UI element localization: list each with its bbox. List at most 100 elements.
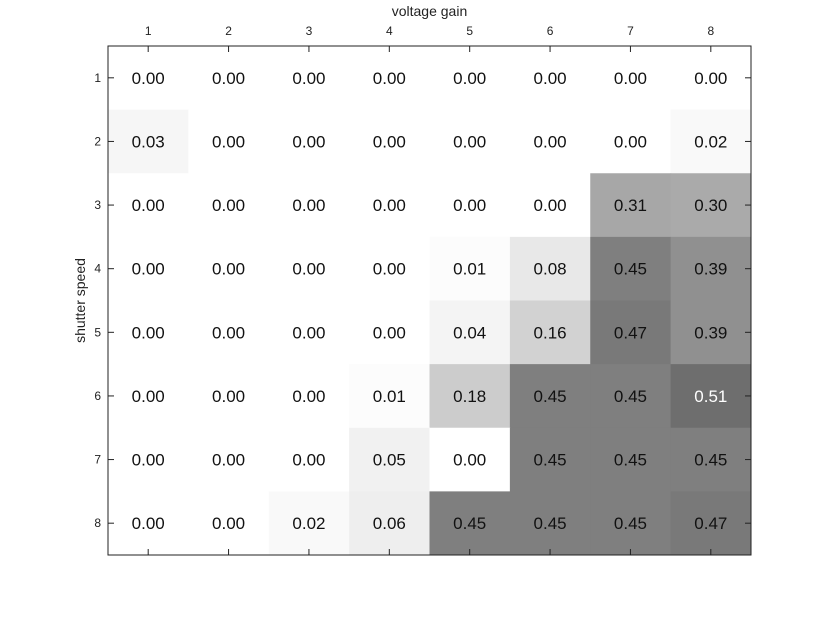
heatmap-cell-r3-c5 [429,173,511,238]
heatmap-cell-r8-c6 [509,491,591,556]
cell-value-r4-c8: 0.39 [694,260,727,279]
heatmap-cell-r1-c2 [188,46,270,111]
cell-value-r3-c6: 0.00 [534,196,567,215]
cell-value-r5-c6: 0.16 [534,323,567,342]
cell-value-r4-c5: 0.01 [453,260,486,279]
heatmap-cell-r5-c3 [268,300,350,365]
heatmap-cell-r1-c7 [590,46,672,111]
heatmap-cell-r5-c8 [670,300,752,365]
cell-value-r2-c2: 0.00 [212,132,245,151]
x-tick-label-1: 1 [145,24,152,38]
heatmap-cell-r6-c2 [188,364,270,429]
heatmap-cell-r1-c8 [670,46,752,111]
heatmap-cell-r6-c8 [670,364,752,429]
cell-value-r3-c3: 0.00 [292,196,325,215]
y-tick-label-5: 5 [94,325,101,339]
heatmap-cell-r4-c1 [108,236,189,301]
cell-value-r7-c6: 0.45 [534,451,567,470]
x-tick-label-6: 6 [547,24,554,38]
cell-value-r8-c1: 0.00 [132,514,165,533]
heatmap-cell-r5-c1 [108,300,189,365]
cell-value-r3-c7: 0.31 [614,196,647,215]
cell-value-r6-c4: 0.01 [373,387,406,406]
heatmap-cell-r3-c2 [188,173,270,238]
heatmap-cell-r4-c6 [509,236,591,301]
heatmap-cell-labels: 0.00 0.00 0.00 0.00 0.00 0.00 0.00 0.00 0.03 0.00… [132,69,728,533]
heatmap-cell-r2-c7 [590,109,672,174]
heatmap-cell-r5-c4 [349,300,430,365]
heatmap-cell-r6-c1 [108,364,189,429]
cell-value-r7-c8: 0.45 [694,451,727,470]
x-axis-tick-labels: 1 2 3 4 5 6 7 8 [145,24,715,38]
cell-value-r1-c5: 0.00 [453,69,486,88]
cell-value-r5-c4: 0.00 [373,323,406,342]
heatmap-cell-r1-c5 [429,46,511,111]
heatmap-cell-r2-c5 [429,109,511,174]
cell-value-r8-c5: 0.45 [453,514,486,533]
heatmap-cell-r3-c4 [349,173,430,238]
y-tick-label-1: 1 [94,71,101,85]
x-tick-label-7: 7 [627,24,634,38]
cell-value-r2-c4: 0.00 [373,132,406,151]
x-axis-title: voltage gain [392,3,468,19]
cell-value-r6-c7: 0.45 [614,387,647,406]
heatmap-cell-r4-c7 [590,236,672,301]
heatmap-cell-r6-c5 [429,364,511,429]
y-axis-title: shutter speed [72,258,88,343]
heatmap-cell-r3-c8 [670,173,752,238]
cell-value-r3-c2: 0.00 [212,196,245,215]
cell-value-r7-c7: 0.45 [614,451,647,470]
cell-value-r2-c6: 0.00 [534,132,567,151]
cell-value-r4-c4: 0.00 [373,260,406,279]
heatmap-cell-r8-c5 [429,491,511,556]
heatmap-cell-r6-c3 [268,364,350,429]
cell-value-r5-c3: 0.00 [292,323,325,342]
cell-value-r1-c2: 0.00 [212,69,245,88]
cell-value-r2-c5: 0.00 [453,132,486,151]
cell-value-r2-c3: 0.00 [292,132,325,151]
cell-value-r8-c3: 0.02 [292,514,325,533]
heatmap-cell-r7-c8 [670,427,752,492]
cell-value-r6-c3: 0.00 [292,387,325,406]
heatmap-cell-r8-c7 [590,491,672,556]
cell-value-r6-c1: 0.00 [132,387,165,406]
y-tick-label-2: 2 [94,134,101,148]
heatmap-cell-r3-c3 [268,173,350,238]
heatmap-cell-r7-c3 [268,427,350,492]
heatmap-cell-r3-c7 [590,173,672,238]
heatmap-cell-r4-c4 [349,236,430,301]
cell-value-r7-c3: 0.00 [292,451,325,470]
heatmap-cell-r2-c1 [108,109,189,174]
cell-value-r1-c7: 0.00 [614,69,647,88]
cell-value-r3-c4: 0.00 [373,196,406,215]
heatmap-cell-r2-c4 [349,109,430,174]
cell-value-r1-c3: 0.00 [292,69,325,88]
cell-value-r8-c2: 0.00 [212,514,245,533]
cell-value-r1-c8: 0.00 [694,69,727,88]
heatmap-cell-r1-c1 [108,46,189,111]
heatmap-cell-r4-c3 [268,236,350,301]
x-tick-label-5: 5 [466,24,473,38]
heatmap-cell-r8-c8 [670,491,752,556]
heatmap-cell-r5-c6 [509,300,591,365]
x-tick-label-8: 8 [707,24,714,38]
cell-value-r5-c8: 0.39 [694,323,727,342]
heatmap-cell-r8-c1 [108,491,189,556]
cell-value-r4-c1: 0.00 [132,260,165,279]
heatmap-cell-r7-c6 [509,427,591,492]
cell-value-r1-c4: 0.00 [373,69,406,88]
cell-value-r4-c6: 0.08 [534,260,567,279]
cell-value-r5-c1: 0.00 [132,323,165,342]
cell-value-r8-c4: 0.06 [373,514,406,533]
cell-value-r5-c2: 0.00 [212,323,245,342]
heatmap-cell-r4-c8 [670,236,752,301]
heatmap-cell-r2-c3 [268,109,350,174]
cell-value-r6-c2: 0.00 [212,387,245,406]
heatmap-cell-r2-c2 [188,109,270,174]
heatmap-cell-r4-c5 [429,236,511,301]
heatmap-cell-r6-c7 [590,364,672,429]
heatmap-cell-r6-c6 [509,364,591,429]
cell-value-r1-c1: 0.00 [132,69,165,88]
cell-value-r4-c2: 0.00 [212,260,245,279]
heatmap-cell-r8-c3 [268,491,350,556]
